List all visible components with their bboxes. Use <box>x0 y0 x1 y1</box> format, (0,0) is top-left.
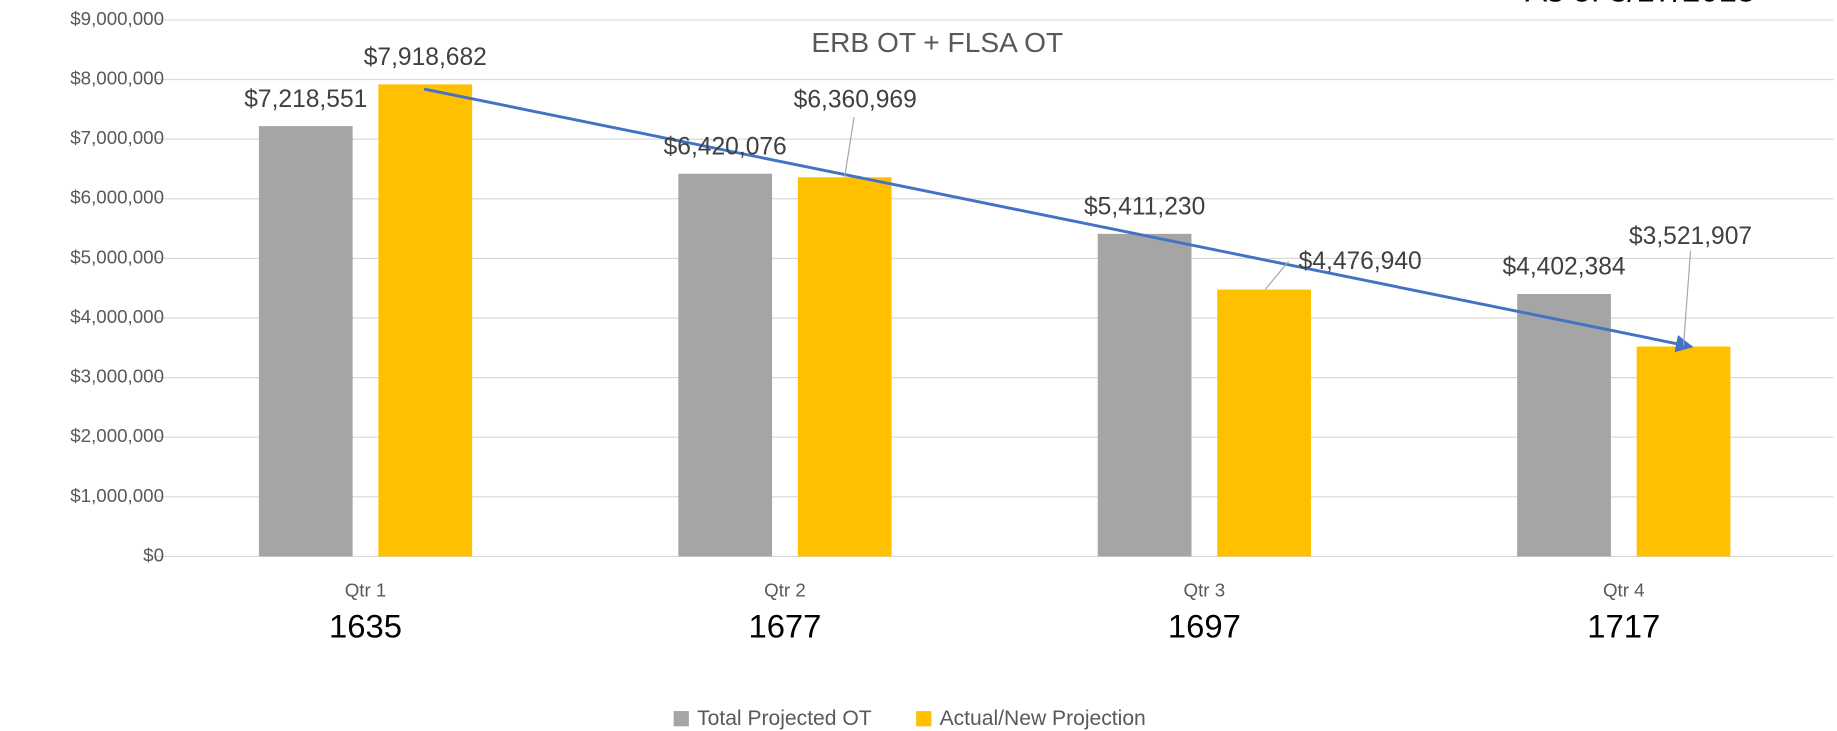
y-tick-label: $0 <box>143 544 164 565</box>
x-sublabel: 1697 <box>1168 608 1241 645</box>
bar <box>1097 233 1192 557</box>
value-label: $7,218,551 <box>244 86 367 113</box>
y-tick-label: $8,000,000 <box>70 67 164 88</box>
x-sublabel: 1635 <box>329 608 402 645</box>
y-tick-label: $6,000,000 <box>70 187 164 208</box>
leader-line <box>844 117 855 177</box>
x-tick-label: Qtr 4 <box>1603 580 1645 601</box>
bar <box>258 126 353 557</box>
chart-title: ERB OT + FLSA OT <box>811 27 1063 58</box>
value-label: $5,411,230 <box>1084 194 1205 221</box>
legend-swatch <box>673 711 689 727</box>
y-tick-label: $4,000,000 <box>70 306 164 327</box>
leader-line <box>1264 260 1290 290</box>
bar <box>1217 289 1311 557</box>
x-tick-label: Qtr 1 <box>345 580 387 601</box>
bar <box>1517 294 1611 557</box>
bar <box>678 173 773 557</box>
bar <box>378 84 473 557</box>
x-sublabel: 1677 <box>748 608 821 645</box>
value-label: $6,420,076 <box>664 133 787 160</box>
x-tick-label: Qtr 2 <box>764 580 806 601</box>
y-tick-label: $9,000,000 <box>70 8 164 29</box>
x-tick-label: Qtr 3 <box>1184 580 1226 601</box>
value-label: $4,402,384 <box>1502 254 1625 281</box>
legend-swatch <box>916 711 932 727</box>
annotation: As of 3/17/2018 <box>1525 0 1755 9</box>
y-tick-label: $1,000,000 <box>70 485 164 506</box>
bars <box>258 84 1731 557</box>
x-sublabel: 1717 <box>1587 608 1660 645</box>
value-label: $4,476,940 <box>1299 248 1422 275</box>
y-tick-label: $2,000,000 <box>70 425 164 446</box>
trend-arrow <box>423 87 1694 353</box>
value-label: $7,918,682 <box>364 44 487 71</box>
bar <box>797 177 892 557</box>
y-tick-label: $3,000,000 <box>70 366 164 387</box>
value-label: $6,360,969 <box>794 87 917 114</box>
y-tick-label: $7,000,000 <box>70 127 164 148</box>
value-label: $3,521,907 <box>1629 223 1752 250</box>
legend-label: Actual/New Projection <box>940 707 1146 730</box>
bar <box>1636 346 1731 557</box>
legend-label: Total Projected OT <box>697 707 872 730</box>
y-tick-label: $5,000,000 <box>70 246 164 267</box>
leader-line <box>1682 250 1692 346</box>
